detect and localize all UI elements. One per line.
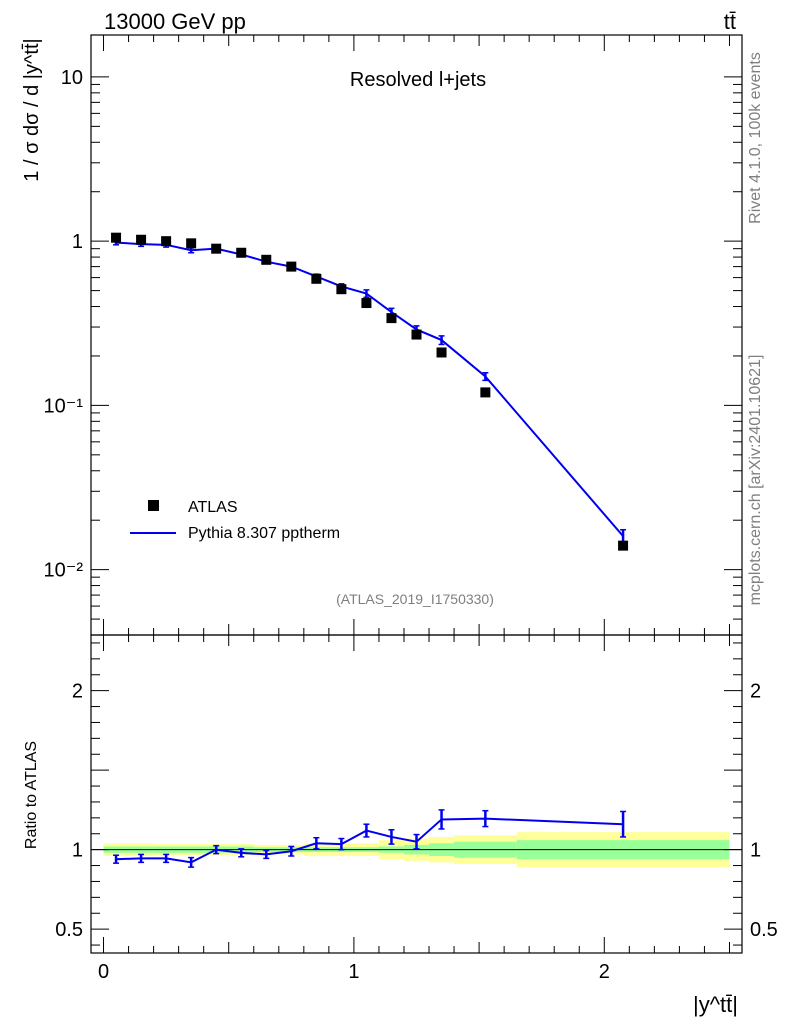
main-y-tick-label: 10⁻¹ bbox=[44, 395, 84, 417]
atlas-data-point bbox=[161, 236, 172, 247]
main-y-tick-labels: 10 1 10⁻¹ 10⁻² bbox=[44, 67, 84, 582]
main-panel-title: Resolved l+jets bbox=[350, 69, 486, 91]
ratio-y-tick-label-left: 2 bbox=[72, 681, 83, 703]
rivet-version-label: Rivet 4.1.0, 100k events bbox=[747, 52, 764, 224]
ratio-y-tick-label-right: 1 bbox=[750, 840, 761, 862]
ratio-panel: 2 2 1 1 0.5 0.5 0 1 2 Ratio to ATLAS |y^tt̄| bbox=[23, 634, 778, 1017]
main-panel: Resolved l+jets 1 / σ dσ / d |y^tt̄| (AT… bbox=[21, 34, 743, 636]
x-tick-label: 2 bbox=[599, 961, 610, 983]
header-energy-label: 13000 GeV pp bbox=[104, 9, 246, 34]
main-y-tick-label: 10⁻² bbox=[44, 560, 84, 582]
legend: ATLAS Pythia 8.307 pptherm bbox=[130, 499, 340, 542]
atlas-data-point bbox=[111, 232, 122, 243]
ratio-data-marks bbox=[113, 809, 627, 868]
atlas-data-point bbox=[411, 329, 422, 340]
legend-marker-atlas bbox=[148, 500, 159, 511]
ratio-x-tick-labels: 0 1 2 bbox=[98, 961, 610, 983]
atlas-data-point bbox=[286, 261, 297, 272]
atlas-data-point bbox=[480, 387, 491, 398]
atlas-data-point bbox=[211, 243, 222, 254]
main-y-tick-label: 1 bbox=[72, 231, 83, 253]
main-y-tick-label: 10 bbox=[61, 67, 83, 89]
ratio-y-tick-label-left: 0.5 bbox=[55, 919, 83, 941]
legend-label-pythia: Pythia 8.307 pptherm bbox=[188, 525, 340, 542]
atlas-data-point bbox=[236, 247, 247, 258]
atlas-data-point bbox=[336, 284, 347, 295]
atlas-data-point bbox=[436, 347, 447, 358]
main-y-axis-label: 1 / σ dσ / d |y^tt̄| bbox=[21, 38, 43, 181]
ratio-panel-frame bbox=[90, 634, 743, 954]
mcplots-label: mcplots.cern.ch [arXiv:2401.10621] bbox=[747, 355, 764, 606]
x-axis-label: |y^tt̄| bbox=[693, 992, 738, 1017]
atlas-data-point bbox=[136, 234, 147, 245]
atlas-data-point bbox=[386, 313, 397, 324]
main-axis-ticks bbox=[91, 35, 742, 636]
pythia-line bbox=[115, 241, 624, 537]
ratio-y-tick-label-right: 0.5 bbox=[750, 919, 778, 941]
ratio-y-tick-label-right: 2 bbox=[750, 681, 761, 703]
ratio-y-tick-labels: 2 2 1 1 0.5 0.5 bbox=[55, 681, 778, 942]
ratio-y-axis-label: Ratio to ATLAS bbox=[23, 741, 40, 849]
analysis-tag: (ATLAS_2019_I1750330) bbox=[336, 591, 494, 607]
atlas-data-point bbox=[361, 298, 372, 309]
atlas-data-point bbox=[261, 254, 272, 265]
x-tick-label: 0 bbox=[98, 961, 109, 983]
header-process-label: tt̄ bbox=[724, 9, 736, 34]
ratio-axis-ticks bbox=[91, 635, 742, 953]
atlas-data-point bbox=[311, 273, 322, 284]
ratio-line bbox=[116, 817, 624, 864]
x-tick-label: 1 bbox=[348, 961, 359, 983]
atlas-data-point bbox=[618, 540, 629, 551]
ratio-y-tick-label-left: 1 bbox=[72, 840, 83, 862]
atlas-data-point bbox=[186, 238, 197, 249]
legend-label-atlas: ATLAS bbox=[188, 499, 238, 516]
main-data-marks bbox=[111, 232, 629, 551]
